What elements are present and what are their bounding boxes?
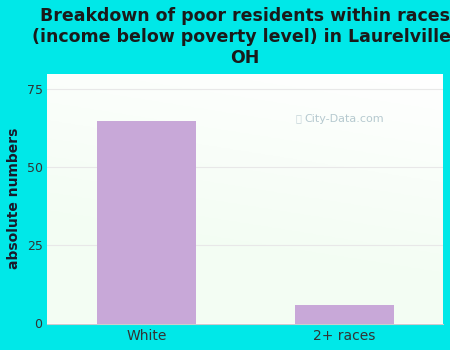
- Bar: [295, 305, 394, 323]
- Text: City-Data.com: City-Data.com: [304, 114, 384, 124]
- Bar: [97, 120, 196, 323]
- Text: 🔍: 🔍: [296, 114, 302, 124]
- Title: Breakdown of poor residents within races
(income below poverty level) in Laurelv: Breakdown of poor residents within races…: [32, 7, 450, 66]
- Y-axis label: absolute numbers: absolute numbers: [7, 128, 21, 269]
